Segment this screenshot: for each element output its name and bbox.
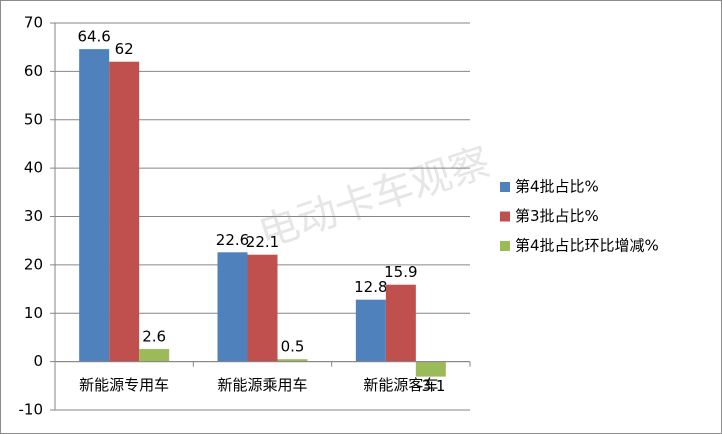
y-tick-label: -10 bbox=[19, 401, 44, 419]
data-label: -3.1 bbox=[416, 377, 445, 395]
bar bbox=[217, 252, 248, 362]
bar bbox=[415, 361, 446, 377]
x-tick-label: 新能源客车 bbox=[363, 376, 438, 394]
data-label: 64.6 bbox=[77, 28, 110, 46]
y-tick-label: 70 bbox=[24, 14, 43, 32]
legend-label: 第4批占比% bbox=[515, 178, 599, 196]
data-label: 12.8 bbox=[354, 278, 387, 296]
data-label: 0.5 bbox=[281, 338, 305, 356]
data-label: 15.9 bbox=[384, 263, 417, 281]
y-tick-label: 40 bbox=[24, 159, 43, 177]
data-label: 2.6 bbox=[142, 328, 166, 346]
bar bbox=[355, 299, 386, 362]
y-tick-label: 10 bbox=[24, 304, 43, 322]
y-tick-label: 30 bbox=[24, 207, 43, 225]
data-label: 62 bbox=[115, 40, 134, 58]
bar bbox=[247, 254, 278, 362]
y-tick-label: 0 bbox=[33, 352, 43, 370]
legend-swatch bbox=[500, 182, 510, 192]
legend-label: 第3批占比% bbox=[515, 207, 599, 225]
bar bbox=[109, 61, 140, 362]
bar bbox=[79, 49, 110, 362]
legend-swatch bbox=[500, 241, 510, 251]
x-tick-label: 新能源乘用车 bbox=[217, 376, 307, 394]
x-tick-label: 新能源专用车 bbox=[79, 376, 169, 394]
data-label: 22.1 bbox=[246, 233, 279, 251]
data-label: 22.6 bbox=[216, 231, 249, 249]
y-tick-label: 60 bbox=[24, 62, 43, 80]
bar bbox=[385, 284, 416, 362]
legend-label: 第4批占比环比增减% bbox=[515, 237, 659, 255]
legend-swatch bbox=[500, 211, 510, 222]
bar bbox=[139, 349, 170, 362]
y-tick-label: 20 bbox=[24, 255, 43, 273]
bar bbox=[277, 359, 308, 362]
y-tick-label: 50 bbox=[24, 110, 43, 128]
